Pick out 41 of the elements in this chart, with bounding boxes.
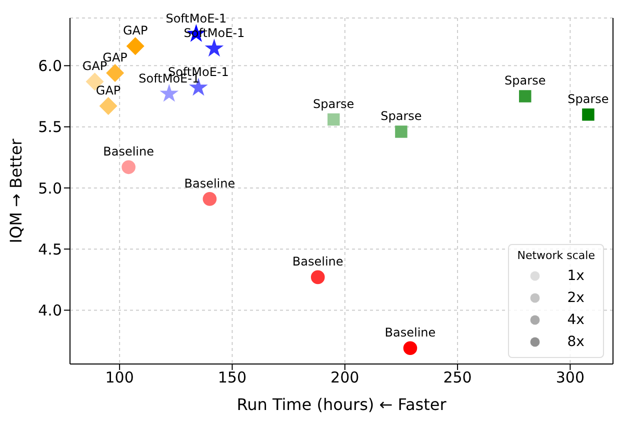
point [99,97,118,116]
point [582,108,594,121]
x-tick-label: 200 [330,368,360,387]
text: Baseline [103,144,154,159]
x-tick-label: 100 [105,368,134,387]
y-tick-label: 5.0 [38,179,62,198]
text: GAP [122,24,148,38]
point [160,84,179,102]
text: SoftMoE-1 [166,11,227,26]
text: Sparse [568,92,609,106]
point [519,90,532,102]
x-tick-label: 250 [443,368,472,387]
point [310,270,325,284]
series-label: Baseline [184,176,236,190]
legend-label: 8x [567,334,584,350]
point [106,64,124,82]
point [202,192,217,206]
series-label: Sparse [313,96,354,111]
point [395,126,408,138]
text: Sparse [380,109,422,124]
point [122,160,136,174]
y-tick-label: 5.5 [38,118,62,136]
legend-label: 4x [567,312,584,328]
point [327,113,340,126]
point [403,341,418,355]
legend-title: Network scale [517,249,595,262]
y-tick-label: 6.0 [38,57,62,76]
x-axis-title: Run Time (hours) ← Faster [236,395,447,414]
x-tick-label: 150 [218,368,247,387]
text: Baseline [292,254,344,269]
point [126,37,144,56]
legend-label: 1x [567,268,584,284]
point [204,38,224,57]
text: GAP [96,84,121,98]
y-tick-label: 4.5 [38,240,62,258]
y-tick-label: 4.0 [38,302,62,320]
x-tick-label: 300 [556,368,585,387]
text: Baseline [384,326,436,340]
legend-label: 2x [567,290,584,306]
text: Sparse [504,74,546,88]
y-axis-title: IQM → Better [6,138,26,244]
